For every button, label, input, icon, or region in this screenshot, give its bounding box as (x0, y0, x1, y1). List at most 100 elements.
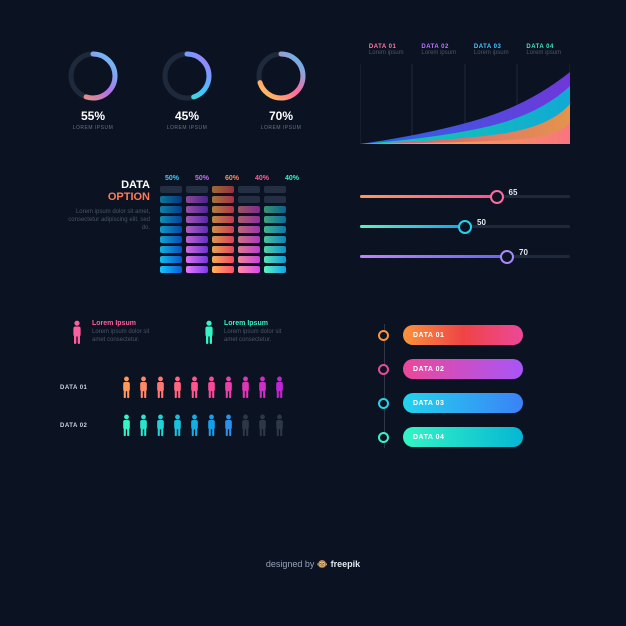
person-icon (120, 414, 133, 438)
heatmap-cell (238, 256, 260, 263)
donut-3-pct: 70 (269, 109, 282, 123)
person-icon (171, 414, 184, 438)
slider-1[interactable]: 65 (360, 190, 570, 204)
heatmap-cell (212, 206, 234, 213)
heatmap-cell (186, 236, 208, 243)
heatmap-pct: 50% (160, 175, 184, 182)
heatmap-cell (186, 186, 208, 193)
area-chart-legend: DATA 01 Lorem ipsum DATA 02 Lorem ipsum … (360, 44, 570, 58)
person-icon (171, 376, 184, 400)
heatmap-cell (264, 216, 286, 223)
area-chart: DATA 01 Lorem ipsum DATA 02 Lorem ipsum … (360, 44, 570, 149)
heatmap-cell (160, 266, 182, 273)
people-row-1-icons (120, 376, 286, 400)
area-head: DATA 02 Lorem ipsum (421, 44, 456, 58)
credit-line: designed by 🐵 freepik (0, 559, 626, 570)
person-icon (205, 414, 218, 438)
timeline: DATA 01 DATA 02 DATA 03 DATA 04 (378, 318, 523, 454)
people-legend-male: Lorem Ipsum Lorem ipsum dolor sit amet co… (202, 320, 294, 346)
person-icon (256, 414, 269, 438)
heatmap-pct: 40% (250, 175, 274, 182)
timeline-item-2: DATA 02 (378, 352, 523, 386)
timeline-pill: DATA 01 (403, 325, 523, 345)
person-icon (222, 376, 235, 400)
heatmap-cell (264, 196, 286, 203)
heatmap-cell (186, 206, 208, 213)
male-title: Lorem Ipsum (224, 320, 294, 327)
heatmap-cell (160, 186, 182, 193)
heatmap-cell (160, 216, 182, 223)
person-icon (70, 320, 84, 346)
person-icon (137, 414, 150, 438)
people-row-2-label: DATA 02 (60, 423, 110, 429)
heatmap-cell (212, 266, 234, 273)
slider-2[interactable]: 50 (360, 220, 570, 234)
heatmap-cell (186, 226, 208, 233)
heatmap-cell (160, 196, 182, 203)
person-icon (188, 414, 201, 438)
person-icon (154, 414, 167, 438)
heatmap-cell (160, 256, 182, 263)
heatmap-cell (186, 246, 208, 253)
heatmap-cell (238, 236, 260, 243)
heatmap-cell (264, 236, 286, 243)
donut-1-label: LOREM IPSUM (60, 125, 126, 131)
slider-3[interactable]: 70 (360, 250, 570, 264)
heatmap-cell (212, 236, 234, 243)
credit-brand: freepik (331, 559, 361, 569)
heatmap-cell (160, 236, 182, 243)
heatmap-col (238, 186, 260, 273)
timeline-item-1: DATA 01 (378, 318, 523, 352)
donut-row: 55%LOREM IPSUM 45%LOREM IPSUM 70%LOREM I… (60, 48, 314, 131)
heatmap-cell (264, 206, 286, 213)
person-icon (205, 376, 218, 400)
heatmap-cell (238, 266, 260, 273)
heatmap-cell (212, 246, 234, 253)
timeline-dot (378, 398, 389, 409)
heatmap-cell (238, 206, 260, 213)
people-row-1: DATA 01 (60, 376, 286, 400)
person-icon (273, 376, 286, 400)
heatmap-pct: 40% (280, 175, 304, 182)
donut-1: 55%LOREM IPSUM (60, 48, 126, 131)
person-icon (222, 414, 235, 438)
people-row-1-label: DATA 01 (60, 385, 110, 391)
heatmap-cell (212, 226, 234, 233)
person-icon (202, 320, 216, 346)
data-option-line2: OPTION (60, 192, 150, 204)
timeline-dot (378, 364, 389, 375)
timeline-pill: DATA 03 (403, 393, 523, 413)
heatmap-cell (212, 256, 234, 263)
heatmap-cell (264, 266, 286, 273)
data-option-line1: DATA (60, 180, 150, 192)
heatmap-cell (160, 206, 182, 213)
credit-pre: designed by (266, 559, 317, 569)
area-head: DATA 01 Lorem ipsum (369, 44, 404, 58)
donut-2-label: LOREM IPSUM (154, 125, 220, 131)
person-icon (154, 376, 167, 400)
people-legend: Lorem Ipsum Lorem ipsum dolor sit amet co… (70, 320, 294, 346)
heatmap-cell (186, 196, 208, 203)
donut-3: 70%LOREM IPSUM (248, 48, 314, 131)
heatmap-pct: 50% (190, 175, 214, 182)
heatmap-col (212, 186, 234, 273)
donut-2-pct: 45 (175, 109, 188, 123)
heatmap-pct: 60% (220, 175, 244, 182)
heatmap-cell (186, 266, 208, 273)
area-head: DATA 04 Lorem ipsum (526, 44, 561, 58)
heatmap-cell (238, 186, 260, 193)
heatmap-col (264, 186, 286, 273)
person-icon (239, 376, 252, 400)
people-row-2-icons (120, 414, 286, 438)
timeline-dot (378, 330, 389, 341)
people-row-2: DATA 02 (60, 414, 286, 438)
heatmap-grid (160, 186, 304, 273)
male-desc: Lorem ipsum dolor sit amet consectetur. (224, 329, 294, 345)
heatmap-cell (212, 196, 234, 203)
heatmap-cell (238, 216, 260, 223)
person-icon (120, 376, 133, 400)
person-icon (137, 376, 150, 400)
heatmap-col (186, 186, 208, 273)
person-icon (256, 376, 269, 400)
heatmap-cell (238, 226, 260, 233)
